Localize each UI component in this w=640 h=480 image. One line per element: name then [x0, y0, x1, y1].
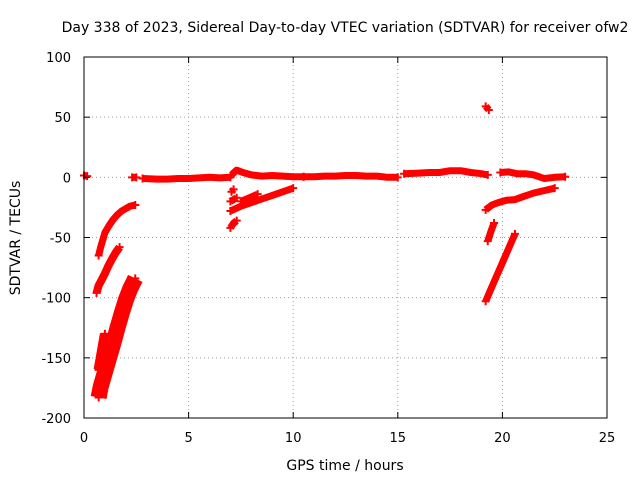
series-line [303, 172, 398, 181]
y-tick-label: 0 [63, 171, 71, 186]
data-point-marker [550, 184, 559, 193]
series-arc-10 [226, 216, 241, 232]
series-arc-16 [481, 102, 493, 114]
series-arc-18 [483, 219, 499, 246]
data-point-marker [481, 205, 490, 214]
data-point-marker [226, 223, 235, 232]
series-line [90, 274, 143, 400]
data-point-marker [94, 251, 103, 260]
series-arc-06 [128, 173, 141, 182]
series-arc-07 [138, 173, 235, 183]
x-tick-label: 10 [285, 431, 302, 446]
series-line [142, 173, 231, 183]
x-tick-label: 0 [80, 431, 88, 446]
series-line [500, 168, 566, 182]
series-arc-14 [299, 172, 402, 182]
data-point-marker [481, 297, 490, 306]
data-point-marker [232, 216, 241, 225]
y-tick-label: 100 [46, 51, 71, 66]
data-point-marker [138, 174, 147, 183]
data-point-marker [490, 219, 499, 228]
data-point-marker [236, 197, 245, 206]
series-arc-03 [92, 243, 124, 297]
data-point-marker [131, 274, 140, 283]
data-point-marker [483, 237, 492, 246]
data-point-marker [400, 169, 409, 178]
series-line [95, 201, 137, 257]
data-point-marker [226, 207, 235, 216]
data-point-marker [115, 243, 124, 252]
data-point-marker [484, 105, 493, 114]
series-arc-04 [90, 274, 143, 402]
x-tick-label: 25 [599, 431, 616, 446]
grid-lines [84, 57, 607, 418]
data-series [80, 102, 570, 402]
series-arc-05 [93, 329, 110, 374]
x-tick-label: 20 [494, 431, 511, 446]
y-tick-label: -150 [41, 352, 71, 367]
data-point-marker [496, 168, 505, 177]
series-line [403, 167, 489, 179]
x-tick-label: 5 [184, 431, 192, 446]
data-point-marker [483, 170, 492, 179]
series-arc-02 [94, 201, 140, 260]
data-point-marker [232, 193, 241, 202]
series-line [228, 184, 295, 215]
data-point-marker [92, 288, 101, 297]
series-arc-19 [481, 184, 559, 214]
chart-title: Day 338 of 2023, Sidereal Day-to-day VTE… [62, 20, 629, 36]
series-line [93, 332, 110, 371]
axis-ticks: 0 5 10 15 20 25 100 50 0 -50 -100 -150 -200 [41, 51, 615, 446]
series-line [92, 244, 123, 294]
data-point-marker [253, 190, 262, 199]
data-point-marker [510, 229, 519, 238]
series-line [239, 190, 259, 205]
x-axis-label: GPS time / hours [286, 458, 403, 474]
series-arc-12 [236, 190, 262, 206]
series-arc-15 [400, 167, 492, 179]
series-line [484, 221, 498, 243]
y-tick-label: -100 [41, 292, 71, 307]
y-tick-label: -200 [41, 412, 71, 427]
y-tick-label: 50 [54, 111, 71, 126]
x-tick-label: 15 [390, 431, 407, 446]
series-arc-20 [496, 168, 570, 182]
series-line [482, 232, 519, 303]
y-tick-label: -50 [50, 232, 71, 247]
series-arc-09 [226, 184, 298, 216]
data-point-marker [227, 170, 236, 179]
data-point-marker [94, 365, 103, 374]
data-point-marker [131, 201, 140, 210]
data-point-marker [393, 173, 402, 182]
series-arc-01 [80, 171, 92, 181]
data-point-marker [229, 185, 238, 194]
data-point-marker [561, 172, 570, 181]
y-axis-label: SDTVAR / TECUs [8, 181, 24, 296]
data-point-marker [132, 173, 141, 182]
series-line [483, 184, 556, 213]
data-point-marker [299, 172, 308, 181]
series-arc-17 [481, 229, 519, 306]
data-point-marker [289, 184, 298, 193]
series-arc-08 [227, 166, 308, 181]
data-point-marker [226, 197, 235, 206]
series-line [229, 166, 304, 181]
series-arc-11 [226, 193, 241, 206]
series-arc-13 [227, 185, 238, 196]
data-point-marker [100, 329, 109, 338]
data-point-marker [94, 393, 103, 402]
